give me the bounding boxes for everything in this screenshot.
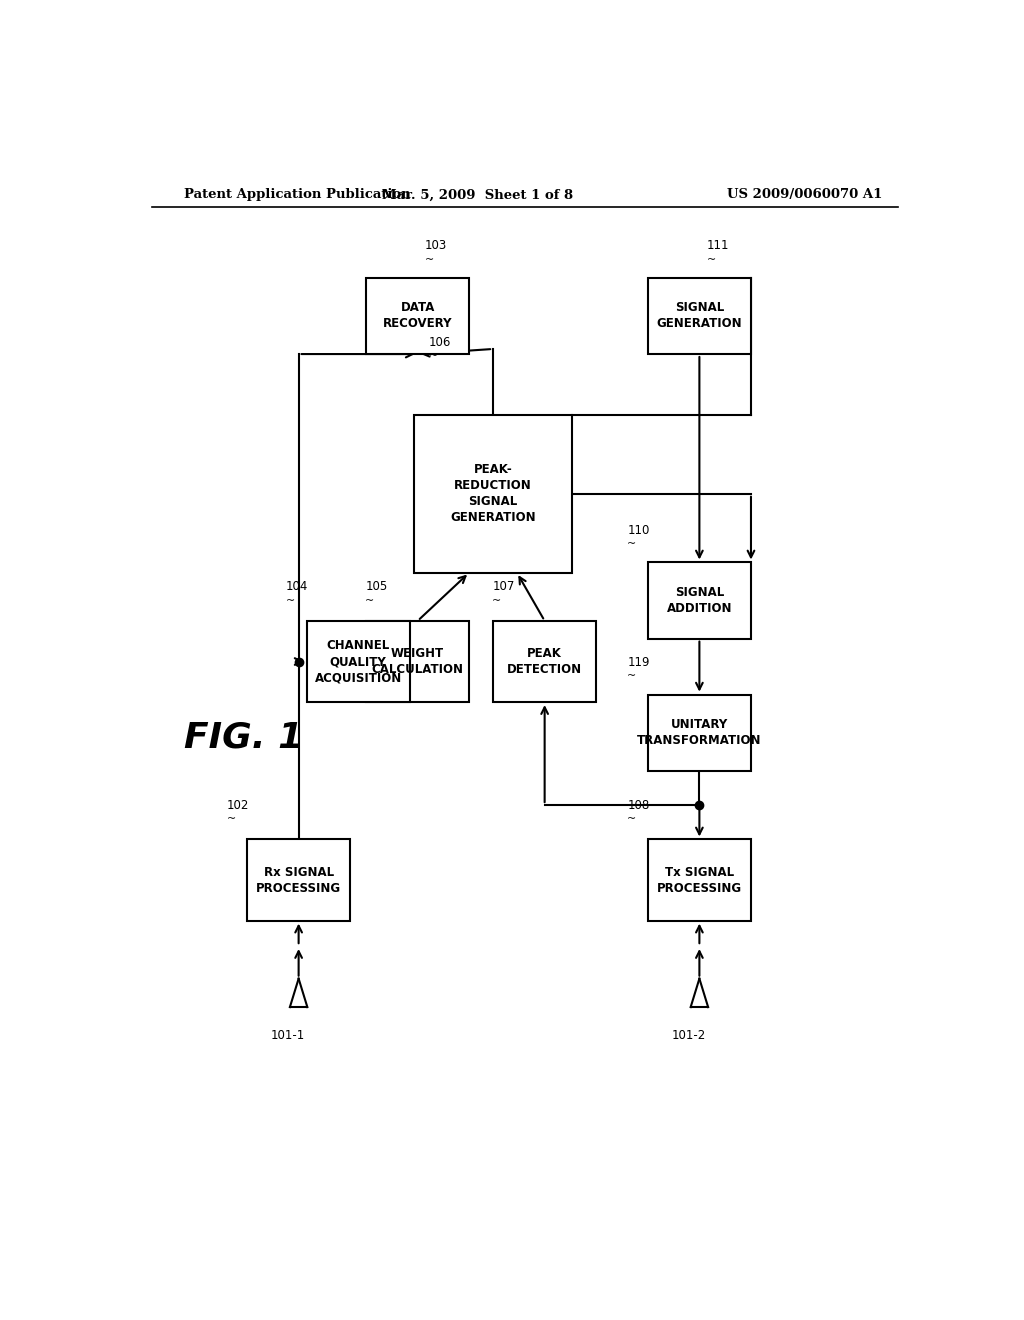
Text: ~: ~ (286, 595, 295, 606)
Text: SIGNAL
ADDITION: SIGNAL ADDITION (667, 586, 732, 615)
Text: Rx SIGNAL
PROCESSING: Rx SIGNAL PROCESSING (256, 866, 341, 895)
Text: FIG. 1: FIG. 1 (183, 721, 303, 755)
Bar (414, 414, 572, 573)
Text: 107: 107 (493, 581, 515, 594)
Text: Patent Application Publication: Patent Application Publication (183, 189, 411, 202)
Text: ~: ~ (493, 595, 502, 606)
Bar (648, 694, 751, 771)
Text: 119: 119 (627, 656, 649, 669)
Text: 106: 106 (429, 337, 452, 348)
Text: US 2009/0060070 A1: US 2009/0060070 A1 (727, 189, 882, 202)
Text: UNITARY
TRANSFORMATION: UNITARY TRANSFORMATION (637, 718, 762, 747)
Text: PEAK-
REDUCTION
SIGNAL
GENERATION: PEAK- REDUCTION SIGNAL GENERATION (451, 463, 536, 524)
Text: 101-1: 101-1 (270, 1030, 305, 1043)
Text: 102: 102 (226, 799, 249, 812)
Text: DATA
RECOVERY: DATA RECOVERY (383, 301, 453, 330)
Text: Tx SIGNAL
PROCESSING: Tx SIGNAL PROCESSING (656, 866, 742, 895)
Text: SIGNAL
GENERATION: SIGNAL GENERATION (656, 301, 742, 330)
Bar (367, 277, 469, 354)
Bar (306, 620, 410, 702)
Text: ~: ~ (707, 255, 716, 264)
Text: 108: 108 (627, 799, 649, 812)
Text: Mar. 5, 2009  Sheet 1 of 8: Mar. 5, 2009 Sheet 1 of 8 (382, 189, 572, 202)
Text: ~: ~ (627, 539, 637, 549)
Text: 103: 103 (425, 239, 447, 252)
Text: ~: ~ (226, 814, 236, 824)
Text: 101-2: 101-2 (672, 1030, 706, 1043)
Bar (648, 562, 751, 639)
Text: WEIGHT
CALCULATION: WEIGHT CALCULATION (372, 647, 464, 676)
Text: 104: 104 (286, 581, 308, 594)
Bar (367, 620, 469, 702)
Text: PEAK
DETECTION: PEAK DETECTION (507, 647, 583, 676)
Text: ~: ~ (425, 255, 434, 264)
Bar (648, 840, 751, 921)
Bar (648, 277, 751, 354)
Bar (247, 840, 350, 921)
Text: ~: ~ (366, 595, 375, 606)
Text: CHANNEL
QUALITY
ACQUISITION: CHANNEL QUALITY ACQUISITION (314, 639, 401, 684)
Text: ~: ~ (429, 351, 438, 362)
Bar (494, 620, 596, 702)
Text: 110: 110 (627, 524, 649, 537)
Text: 111: 111 (707, 239, 729, 252)
Text: ~: ~ (627, 814, 637, 824)
Text: ~: ~ (627, 672, 637, 681)
Text: 105: 105 (366, 581, 387, 594)
